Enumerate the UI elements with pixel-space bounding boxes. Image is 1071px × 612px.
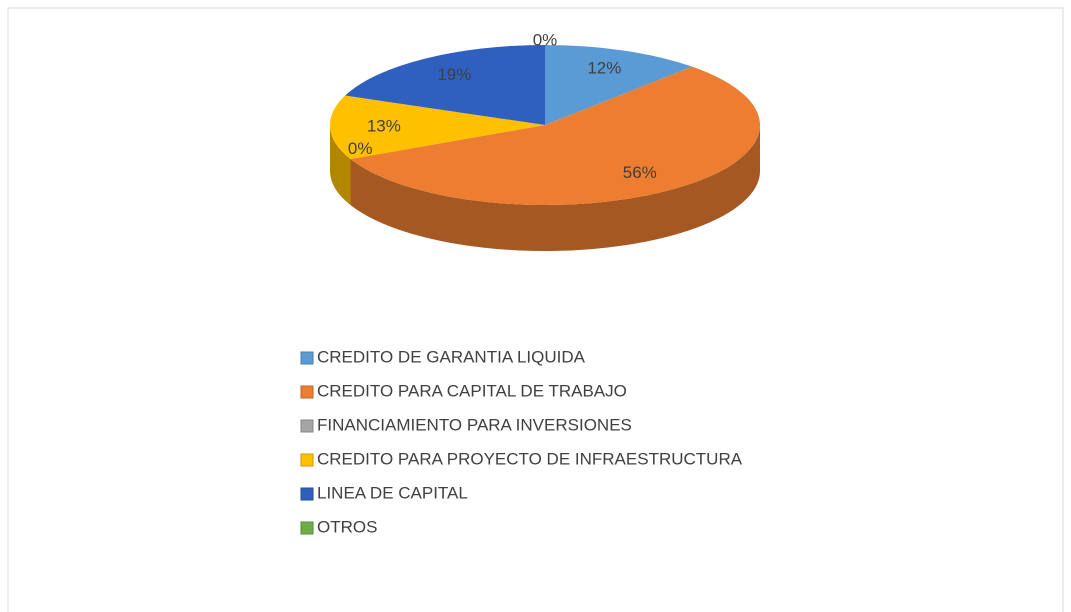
slice <box>330 95 545 160</box>
data-label: 0% <box>533 30 558 49</box>
data-label: 12% <box>587 59 621 78</box>
data-label: 13% <box>367 116 401 135</box>
legend-label: LINEA DE CAPITAL <box>317 483 468 502</box>
data-label: 0% <box>348 139 373 158</box>
chart-frame <box>7 7 1064 612</box>
slice <box>545 45 693 125</box>
legend-label: OTROS <box>317 517 377 536</box>
legend-label: CREDITO DE GARANTIA LIQUIDA <box>317 347 586 366</box>
slice-side <box>350 125 760 251</box>
legend-swatch <box>300 453 314 467</box>
data-label: 56% <box>623 163 657 182</box>
legend-swatch <box>300 487 314 501</box>
legend-swatch <box>300 351 314 365</box>
slice-side <box>330 125 351 206</box>
legend-label: FINANCIAMIENTO PARA INVERSIONES <box>317 415 632 434</box>
data-label: 19% <box>437 65 471 84</box>
legend-label: CREDITO PARA CAPITAL DE TRABAJO <box>317 381 627 400</box>
legend-label: CREDITO PARA PROYECTO DE INFRAESTRUCTURA <box>317 449 743 468</box>
legend-swatch <box>300 521 314 535</box>
legend-swatch <box>300 419 314 433</box>
slice <box>345 45 545 125</box>
legend-swatch <box>300 385 314 399</box>
slice <box>350 66 760 206</box>
